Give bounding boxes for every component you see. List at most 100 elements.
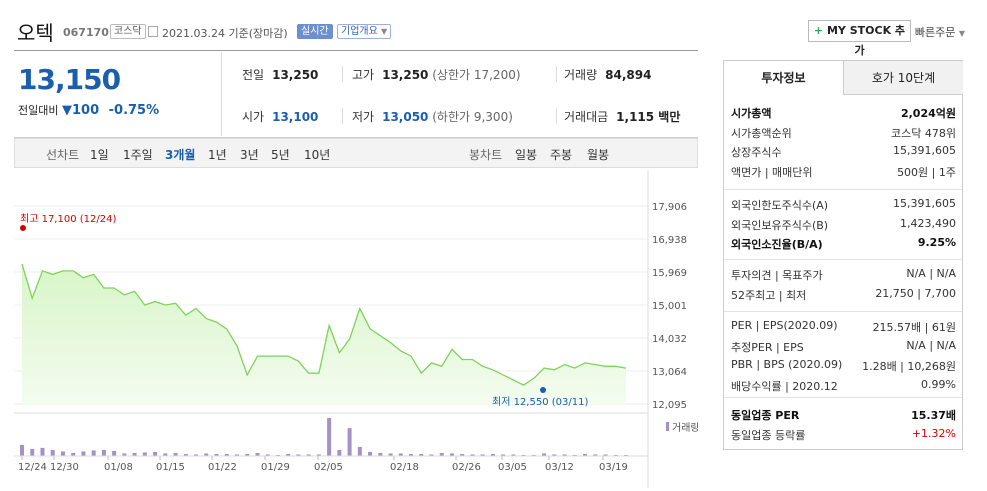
high-limit: (상한가 17,200) [432,68,521,82]
open-label: 시가 [242,110,265,124]
volume-bar [50,449,55,456]
x-tick-label: 01/22 [208,462,237,473]
period-5y[interactable]: 5년 [271,148,290,162]
volume-bar [81,451,86,456]
volume-bar [306,454,311,456]
y-tick-label: 14,032 [652,334,687,345]
down-arrow-icon: ▼ [61,103,72,118]
high-label: 고가 [352,68,375,82]
line-chart-label: 선차트 [46,148,80,162]
invest-info-value: 15.37배 [911,409,956,422]
price-chart[interactable]: 17,906 16,938 15,969 15,001 14,032 13,064 12,0… [14,170,700,488]
x-tick-label: 02/26 [452,462,481,473]
volume-bar [552,454,557,456]
candle-weekly[interactable]: 주봉 [550,148,573,162]
volume-bar [224,453,229,456]
tab-invest-info[interactable]: 투자정보 [724,61,843,95]
amount-cell: 거래대금 1,115 백만 [564,108,680,125]
quick-order-button[interactable]: 빠른주문 ▼ [915,24,965,40]
volume-bar [449,453,454,456]
min-label: 최저 12,550 (03/11) [492,396,588,408]
volume-bar [521,454,526,456]
change-value: 100 [71,103,100,118]
x-tick-label: 03/19 [599,462,628,473]
volume-bar [357,446,362,456]
invest-info-value: 2,024억원 [900,107,956,120]
invest-info-value: 1.28배 | 10,268원 [862,360,956,373]
volume-bar [572,454,577,456]
invest-info-value: 15,391,605 [893,144,956,157]
volume-bar [470,454,475,456]
volume-bar [480,454,485,456]
invest-info-value: 1,423,490 [900,216,956,230]
invest-info-row: 동일업종 등락률 +1.32% [731,427,956,445]
volume-bar [490,453,495,456]
volume-bar [296,454,301,456]
period-1y[interactable]: 1년 [208,148,227,162]
period-10y[interactable]: 10년 [304,148,331,162]
candle-monthly[interactable]: 월봉 [587,148,610,162]
date-text: 2021.03.24 기준(장마감) [162,27,288,40]
price-change: 전일대비 ▼100 -0.75% [18,102,159,118]
plus-icon: + [813,24,824,37]
volume-bar [439,452,444,456]
x-tick-label: 01/15 [156,462,185,473]
price-area [22,264,626,404]
company-overview-dropdown[interactable]: 기업개요 ▼ [337,24,392,39]
quick-order-label: 빠른주문 [914,26,956,39]
period-bar: 선차트 1일 1주일 3개월 1년 3년 5년 10년 봉차트 일봉 주봉 월봉 [14,138,698,168]
invest-info-value: 0.99% [921,377,956,391]
invest-info-label: 투자의견 | 목표주가 [731,269,823,282]
tab-orderbook[interactable]: 호가 10단계 [843,61,963,95]
volume-bar [112,450,117,456]
price-summary-table: 전일 13,250 고가 13,250 (상한가 17,200) 거래량 84,894… [221,52,698,136]
invest-info-label: 동일업종 PER [731,409,800,422]
invest-info-value: 15,391,605 [893,197,956,210]
invest-info-value: N/A | N/A [906,338,956,352]
open-value: 13,100 [272,110,319,124]
volume-cell: 거래량 84,894 [564,66,651,83]
x-tick-label: 03/05 [498,462,527,473]
price-chart-svg: 17,906 16,938 15,969 15,001 14,032 13,064 12,0… [14,170,700,488]
price-line [21,263,627,386]
summary-divider [14,137,698,138]
volume-bar [583,453,588,456]
volume-bar [388,453,393,456]
panel-divider [724,189,962,190]
high-value: 13,250 [382,68,429,82]
panel-divider [724,397,962,398]
realtime-badge[interactable]: 실시간 [297,24,333,39]
invest-info-label: 액면가 | 매매단위 [731,165,813,179]
invest-info-row: 배당수익률 | 2020.12 0.99% [731,378,956,396]
volume-bar [60,451,65,456]
period-3y[interactable]: 3년 [240,148,259,162]
invest-info-row: 액면가 | 매매단위 500원 | 1주 [731,164,956,182]
low-limit: (하한가 9,300) [432,110,513,124]
high-cell: 고가 13,250 (상한가 17,200) [352,66,521,83]
investment-info-panel: 투자정보 호가 10단계 시가총액 2,024억원 시가총액순위 코스닥 478위 상장… [723,60,963,450]
period-1d[interactable]: 1일 [90,148,109,162]
open-cell: 시가 13,100 [242,108,318,125]
period-1w[interactable]: 1주일 [123,148,153,162]
period-3m[interactable]: 3개월 [165,148,196,162]
volume-bar [153,451,158,456]
calendar-icon [148,26,158,37]
change-label: 전일대비 [18,104,59,117]
y-tick-label: 15,969 [652,268,687,279]
volume-bar [429,454,434,456]
company-overview-label: 기업개요 [341,26,378,37]
x-tick-label: 12/30 [50,462,79,473]
invest-info-label: 외국인한도주식수(A) [731,199,829,212]
invest-info-row: 동일업종 PER 15.37배 [731,407,956,425]
add-mystock-button[interactable]: + MY STOCK 추가 [808,20,911,57]
invest-info-row: 추정PER | EPS N/A | N/A [731,339,956,357]
candle-daily[interactable]: 일봉 [515,148,538,162]
volume-bar [214,453,219,456]
volume-legend: 거래량 [672,422,698,434]
prev-close-value: 13,250 [272,68,319,82]
invest-info-row: 외국인한도주식수(A) 15,391,605 [731,197,956,215]
chevron-down-icon: ▼ [381,27,388,36]
volume-bar [613,454,618,456]
invest-info-row: PER | EPS(2020.09) 215.57배 | 61원 [731,319,956,337]
invest-info-value: N/A | N/A [906,267,956,280]
